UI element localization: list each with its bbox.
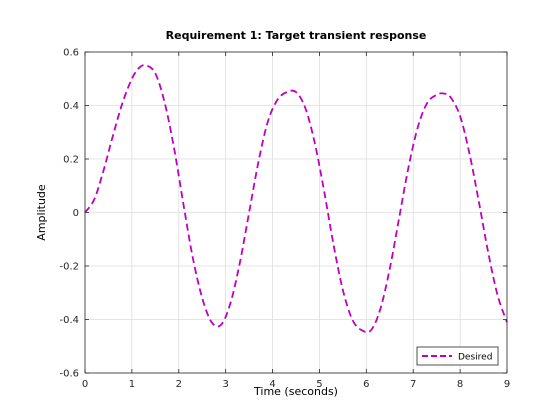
plot-frame (84, 51, 508, 374)
y-tick-label: 0.4 (63, 101, 79, 112)
x-tick-label: 9 (504, 379, 510, 390)
x-tick-label: 1 (129, 379, 135, 390)
y-tick-label: -0.6 (59, 369, 79, 380)
x-tick-label: 8 (457, 379, 463, 390)
y-tick-label: 0.6 (63, 48, 79, 59)
y-tick-labels: -0.6 -0.4 -0.2 0 0.2 0.4 0.6 (59, 48, 79, 380)
y-tick-label: 0 (73, 208, 79, 219)
x-tick-label: 0 (82, 379, 88, 390)
legend-label-desired: Desired (458, 353, 492, 363)
x-tick-label: 4 (269, 379, 275, 390)
legend: Desired (416, 346, 499, 366)
legend-box (416, 346, 499, 366)
y-tick-label: 0.2 (63, 155, 79, 166)
y-axis-label: Amplitude (35, 184, 48, 241)
x-axis-label: Time (seconds) (253, 385, 338, 398)
x-tick-labels: 0 1 2 3 4 5 6 7 8 9 (82, 379, 510, 390)
series-layer (84, 64, 508, 334)
x-tick-label: 3 (222, 379, 228, 390)
x-tick-label: 5 (316, 379, 322, 390)
chart-title: Requirement 1: Target transient response (166, 29, 427, 42)
series-line-desired (84, 64, 508, 334)
y-tick-label: -0.2 (59, 262, 79, 273)
y-tick-label: -0.4 (59, 315, 79, 326)
x-tick-label: 2 (176, 379, 182, 390)
x-tick-label: 6 (363, 379, 369, 390)
x-tick-label: 7 (410, 379, 416, 390)
